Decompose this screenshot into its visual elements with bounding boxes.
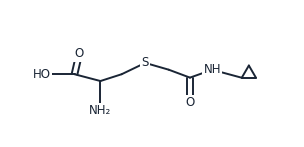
Text: NH: NH bbox=[204, 63, 221, 76]
Text: NH₂: NH₂ bbox=[89, 104, 112, 117]
Text: S: S bbox=[141, 56, 149, 69]
Text: O: O bbox=[185, 96, 195, 109]
Text: O: O bbox=[74, 47, 84, 60]
Text: HO: HO bbox=[33, 68, 51, 81]
